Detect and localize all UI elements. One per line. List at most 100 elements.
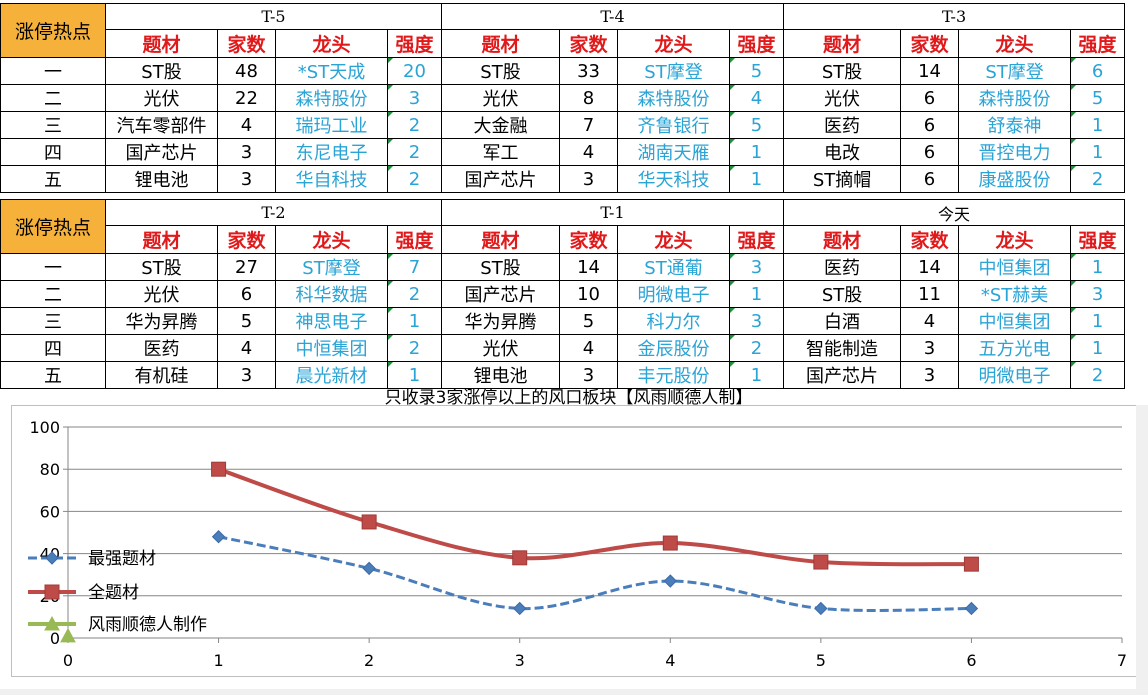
strength-cell[interactable]: 1 <box>729 138 785 166</box>
count-cell[interactable]: 3 <box>217 138 276 166</box>
leader-cell[interactable]: ST摩登 <box>617 57 731 85</box>
strength-cell[interactable]: 1 <box>729 165 785 193</box>
column-header-strength[interactable]: 强度 <box>1070 29 1126 58</box>
leader-cell[interactable]: 中恒集团 <box>275 334 388 362</box>
strength-cell[interactable]: 20 <box>386 57 443 85</box>
theme-cell[interactable]: 大金融 <box>441 111 561 139</box>
theme-cell[interactable]: 医药 <box>783 253 902 281</box>
rank-cell[interactable]: 三 <box>0 111 106 139</box>
column-header-count[interactable]: 家数 <box>900 29 960 58</box>
theme-cell[interactable]: 国产芯片 <box>441 280 561 308</box>
strength-cell[interactable]: 1 <box>729 361 785 389</box>
strength-cell[interactable]: 1 <box>386 307 443 335</box>
column-header-theme[interactable]: 题材 <box>783 225 902 254</box>
theme-cell[interactable]: ST股 <box>105 253 218 281</box>
strength-cell[interactable]: 2 <box>386 138 443 166</box>
column-header-strength[interactable]: 强度 <box>729 225 785 254</box>
rank-cell[interactable]: 四 <box>0 138 106 166</box>
theme-cell[interactable]: 电改 <box>783 138 902 166</box>
leader-cell[interactable]: 明微电子 <box>958 361 1072 389</box>
rank-cell[interactable]: 三 <box>0 307 106 335</box>
strength-cell[interactable]: 1 <box>1070 307 1126 335</box>
theme-cell[interactable]: 锂电池 <box>105 165 218 193</box>
column-header-strength[interactable]: 强度 <box>1070 225 1126 254</box>
theme-cell[interactable]: 光伏 <box>105 84 218 112</box>
rank-cell[interactable]: 一 <box>0 253 106 281</box>
theme-cell[interactable]: 锂电池 <box>441 361 561 389</box>
count-cell[interactable]: 5 <box>559 307 619 335</box>
strength-cell[interactable]: 2 <box>1070 165 1126 193</box>
column-header-count[interactable]: 家数 <box>900 225 960 254</box>
strength-cell[interactable]: 1 <box>729 280 785 308</box>
count-cell[interactable]: 22 <box>217 84 276 112</box>
leader-cell[interactable]: 五方光电 <box>958 334 1072 362</box>
column-header-count[interactable]: 家数 <box>559 225 619 254</box>
theme-cell[interactable]: 光伏 <box>441 84 561 112</box>
period-header[interactable]: T-1 <box>441 199 785 226</box>
strength-cell[interactable]: 3 <box>1070 280 1126 308</box>
column-header-leader[interactable]: 龙头 <box>275 29 388 58</box>
leader-cell[interactable]: 舒泰神 <box>958 111 1072 139</box>
count-cell[interactable]: 4 <box>900 307 960 335</box>
leader-cell[interactable]: 东尼电子 <box>275 138 388 166</box>
strength-cell[interactable]: 1 <box>1070 334 1126 362</box>
count-cell[interactable]: 10 <box>559 280 619 308</box>
theme-cell[interactable]: 汽车零部件 <box>105 111 218 139</box>
column-header-leader[interactable]: 龙头 <box>958 29 1072 58</box>
column-header-strength[interactable]: 强度 <box>386 29 443 58</box>
leader-cell[interactable]: 神思电子 <box>275 307 388 335</box>
theme-cell[interactable]: 智能制造 <box>783 334 902 362</box>
rank-cell[interactable]: 二 <box>0 280 106 308</box>
count-cell[interactable]: 4 <box>559 138 619 166</box>
count-cell[interactable]: 6 <box>900 84 960 112</box>
strength-cell[interactable]: 3 <box>729 307 785 335</box>
leader-cell[interactable]: *ST天成 <box>275 57 388 85</box>
count-cell[interactable]: 5 <box>217 307 276 335</box>
period-header[interactable]: 今天 <box>783 199 1126 226</box>
column-header-leader[interactable]: 龙头 <box>275 225 388 254</box>
strength-cell[interactable]: 7 <box>386 253 443 281</box>
column-header-leader[interactable]: 龙头 <box>617 29 731 58</box>
column-header-leader[interactable]: 龙头 <box>958 225 1072 254</box>
count-cell[interactable]: 48 <box>217 57 276 85</box>
leader-cell[interactable]: ST摩登 <box>275 253 388 281</box>
count-cell[interactable]: 14 <box>900 57 960 85</box>
plot-area[interactable]: 02040608010001234567最强题材全题材风雨顺德人制作 <box>11 405 1139 677</box>
leader-cell[interactable]: 晨光新材 <box>275 361 388 389</box>
column-header-theme[interactable]: 题材 <box>441 225 561 254</box>
count-cell[interactable]: 7 <box>559 111 619 139</box>
count-cell[interactable]: 3 <box>900 334 960 362</box>
column-header-count[interactable]: 家数 <box>559 29 619 58</box>
count-cell[interactable]: 4 <box>217 111 276 139</box>
leader-cell[interactable]: 明微电子 <box>617 280 731 308</box>
count-cell[interactable]: 33 <box>559 57 619 85</box>
leader-cell[interactable]: 森特股份 <box>275 84 388 112</box>
column-header-theme[interactable]: 题材 <box>441 29 561 58</box>
leader-cell[interactable]: 瑞玛工业 <box>275 111 388 139</box>
count-cell[interactable]: 6 <box>900 165 960 193</box>
period-header[interactable]: T-5 <box>104 3 443 30</box>
leader-cell[interactable]: 科力尔 <box>617 307 731 335</box>
theme-cell[interactable]: 华为昇腾 <box>105 307 218 335</box>
theme-cell[interactable]: 国产芯片 <box>105 138 218 166</box>
strength-cell[interactable]: 2 <box>386 280 443 308</box>
strength-cell[interactable]: 4 <box>729 84 785 112</box>
leader-cell[interactable]: 中恒集团 <box>958 253 1072 281</box>
chart-container[interactable]: 只收录3家涨停以上的风口板块【风雨顺德人制】 02040608010001234… <box>3 383 1139 687</box>
count-cell[interactable]: 14 <box>559 253 619 281</box>
count-cell[interactable]: 4 <box>217 334 276 362</box>
period-header[interactable]: T-4 <box>441 3 785 30</box>
theme-cell[interactable]: ST股 <box>105 57 218 85</box>
count-cell[interactable]: 4 <box>559 334 619 362</box>
leader-cell[interactable]: 华自科技 <box>275 165 388 193</box>
leader-cell[interactable]: 金辰股份 <box>617 334 731 362</box>
count-cell[interactable]: 6 <box>217 280 276 308</box>
leader-cell[interactable]: 森特股份 <box>617 84 731 112</box>
theme-cell[interactable]: 华为昇腾 <box>441 307 561 335</box>
theme-cell[interactable]: ST股 <box>441 57 561 85</box>
leader-cell[interactable]: 齐鲁银行 <box>617 111 731 139</box>
rank-cell[interactable]: 四 <box>0 334 106 362</box>
period-header[interactable]: T-2 <box>104 199 443 226</box>
count-cell[interactable]: 3 <box>217 165 276 193</box>
theme-cell[interactable]: 军工 <box>441 138 561 166</box>
